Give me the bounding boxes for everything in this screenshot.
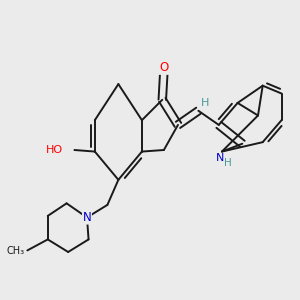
Text: O: O <box>159 61 169 74</box>
Text: N: N <box>82 211 91 224</box>
Text: HO: HO <box>46 145 64 155</box>
Text: H: H <box>224 158 232 169</box>
Text: N: N <box>216 154 224 164</box>
Text: H: H <box>200 98 209 108</box>
Text: CH₃: CH₃ <box>7 246 25 256</box>
